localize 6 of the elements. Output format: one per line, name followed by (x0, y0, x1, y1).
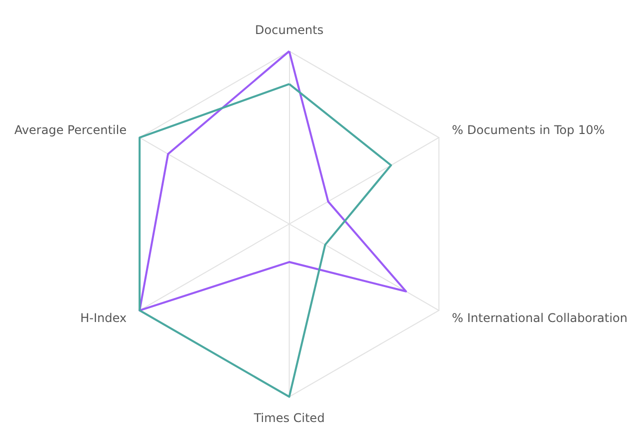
spoke-label: Times Cited (252, 410, 325, 425)
spoke-label: Average Percentile (14, 123, 127, 138)
spoke-label: Documents (255, 23, 324, 38)
spoke-label: % Documents in Top 10% (452, 123, 605, 138)
spoke-label: H-Index (80, 310, 127, 325)
spoke-label: % International Collaboration (452, 310, 628, 325)
